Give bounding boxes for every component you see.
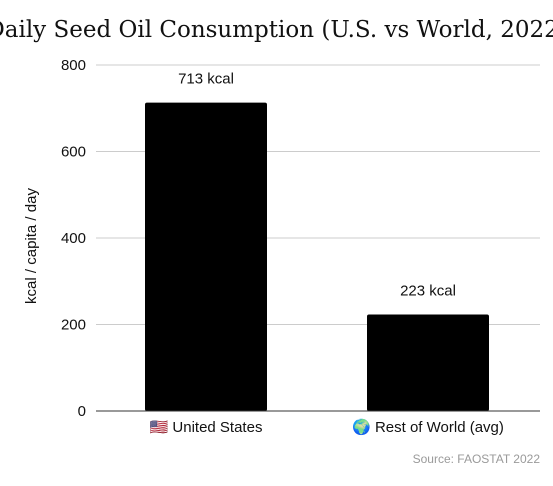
y-axis-label: kcal / capita / day	[23, 188, 40, 304]
bar-value-label: 713 kcal	[178, 71, 234, 88]
y-tick-label: 800	[61, 57, 86, 74]
y-tick-label: 0	[78, 403, 86, 420]
x-axis-categories: 🇺🇸 United States 🌍 Rest of World (avg)	[150, 418, 504, 436]
y-axis-ticks: 0 200 400 600 800	[61, 57, 86, 420]
source-note: Source: FAOSTAT 2022	[413, 452, 541, 466]
bar	[367, 314, 489, 411]
x-category-label: 🇺🇸 United States	[150, 419, 263, 436]
y-tick-label: 400	[61, 230, 86, 247]
bar-value-label: 223 kcal	[400, 283, 456, 300]
data-labels: 713 kcal 223 kcal	[178, 71, 456, 300]
chart-title: Daily Seed Oil Consumption (U.S. vs Worl…	[0, 17, 553, 43]
bar	[145, 102, 267, 411]
bars	[145, 102, 489, 411]
y-tick-label: 200	[61, 317, 86, 334]
y-tick-label: 600	[61, 144, 86, 161]
x-category-label: 🌍 Rest of World (avg)	[352, 418, 504, 436]
